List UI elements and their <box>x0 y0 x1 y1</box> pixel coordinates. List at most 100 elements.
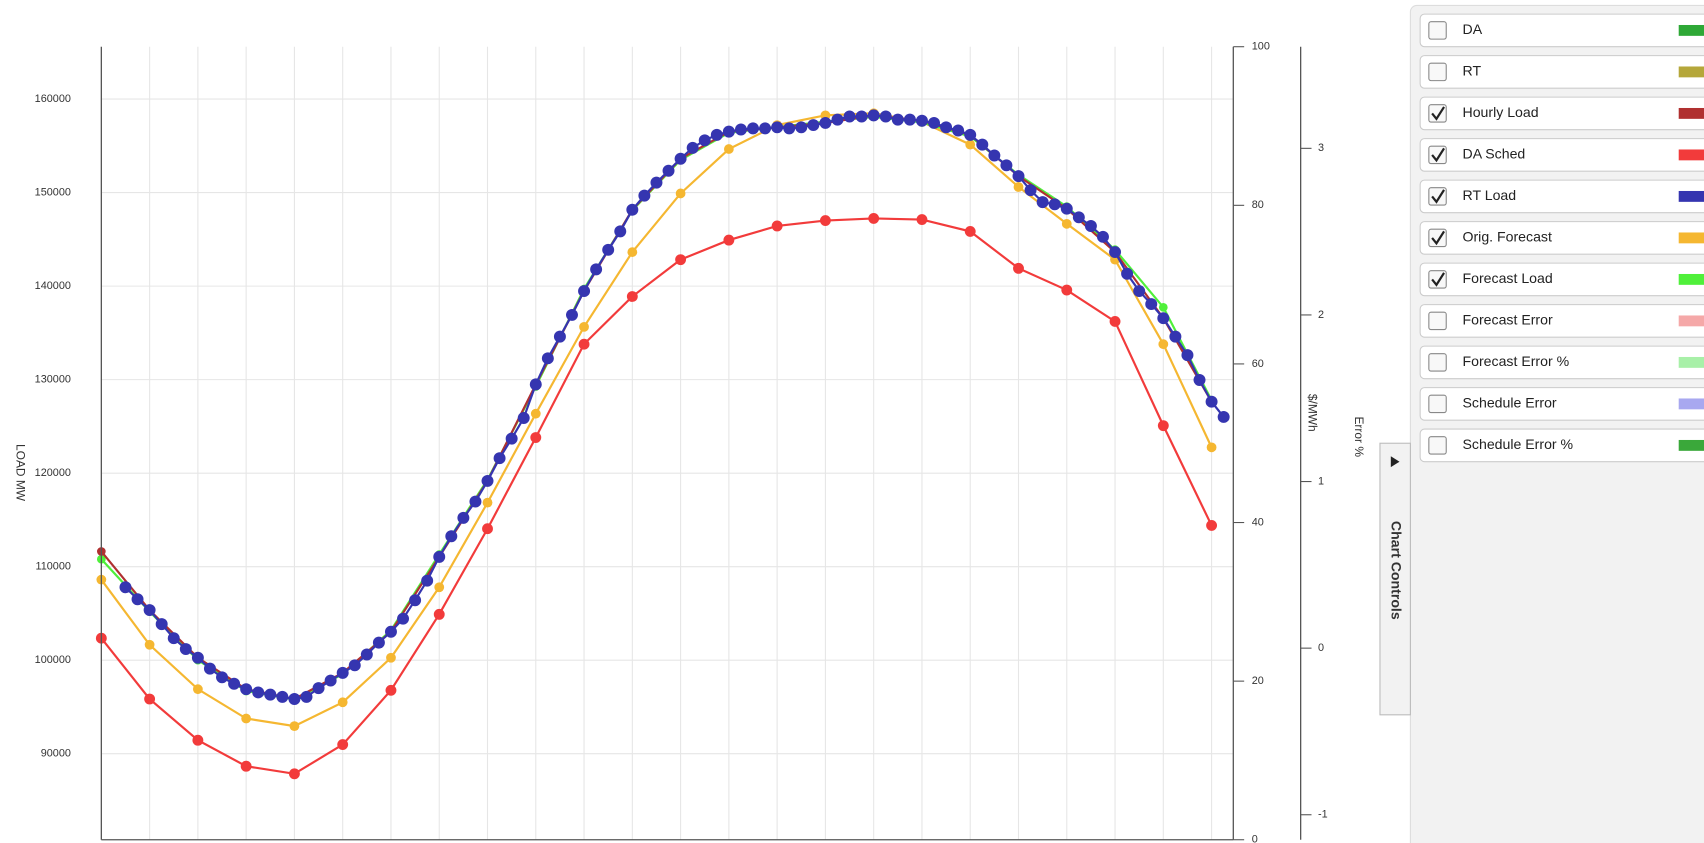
y3-tick-label: 1 <box>1318 475 1324 487</box>
legend-swatch <box>1678 398 1704 410</box>
data-point <box>1096 230 1109 243</box>
plot <box>95 108 1230 780</box>
data-point <box>386 652 396 663</box>
data-point <box>1060 202 1073 215</box>
legend-row[interactable] <box>1419 96 1704 131</box>
data-point <box>1217 410 1230 423</box>
data-point <box>457 511 470 524</box>
legend-label[interactable]: DA Sched <box>1463 146 1526 162</box>
checkbox[interactable] <box>1428 62 1447 82</box>
data-point <box>626 203 639 216</box>
data-point <box>1012 170 1025 183</box>
data-point <box>674 152 687 165</box>
data-point <box>940 121 953 134</box>
data-point <box>1036 196 1049 209</box>
y3-tick-label: 0 <box>1318 642 1324 654</box>
checkbox[interactable] <box>1428 311 1447 331</box>
legend-row[interactable] <box>1419 387 1704 421</box>
legend-label[interactable]: Schedule Error % <box>1463 436 1574 452</box>
checkmark[interactable] <box>1431 106 1445 121</box>
legend-label[interactable]: RT Load <box>1463 187 1517 203</box>
legend-row[interactable] <box>1419 221 1704 255</box>
tab-arrow[interactable] <box>1390 456 1400 468</box>
legend-row[interactable] <box>1419 138 1704 172</box>
checkmark[interactable] <box>1431 147 1445 163</box>
legend-row[interactable] <box>1419 13 1704 48</box>
legend-label[interactable]: Forecast Error % <box>1463 353 1570 369</box>
legend-label[interactable]: Hourly Load <box>1463 104 1539 120</box>
data-point <box>867 109 880 122</box>
data-point <box>144 693 156 705</box>
tab-label[interactable]: Chart Controls <box>1388 521 1404 620</box>
legend-row[interactable] <box>1419 428 1704 463</box>
legend-row[interactable] <box>1419 345 1704 380</box>
legend-label[interactable]: Orig. Forecast <box>1463 229 1552 245</box>
data-point <box>1072 211 1085 224</box>
data-point <box>421 574 434 587</box>
checkmark[interactable] <box>1431 189 1445 204</box>
y-tick-label: 160000 <box>35 93 71 105</box>
data-point <box>337 739 349 750</box>
legend-row[interactable] <box>1419 55 1704 89</box>
y-axis-label: LOAD MW <box>14 444 28 502</box>
data-point <box>216 671 228 684</box>
panel-tab[interactable] <box>1379 442 1411 716</box>
axes: 9000010000011000012000013000014000015000… <box>35 41 1328 843</box>
y3-tick-label: 3 <box>1318 142 1324 154</box>
data-point <box>602 243 615 256</box>
data-point <box>143 604 156 617</box>
data-point <box>1109 246 1122 259</box>
data-point <box>879 110 892 123</box>
checkbox[interactable] <box>1428 353 1447 372</box>
checkmark[interactable] <box>1431 272 1445 287</box>
checkmark[interactable] <box>1431 230 1445 246</box>
checkbox[interactable] <box>1428 394 1447 414</box>
data-point <box>928 116 940 129</box>
legend-row[interactable] <box>1419 304 1704 338</box>
data-point <box>1205 395 1218 408</box>
legend-label[interactable]: Forecast Load <box>1463 270 1553 286</box>
checkbox[interactable] <box>1428 436 1447 455</box>
data-point <box>131 593 144 606</box>
legend-swatch <box>1678 24 1704 36</box>
legend-label[interactable]: RT <box>1463 63 1482 79</box>
data-point <box>1193 374 1206 386</box>
data-point <box>228 677 241 690</box>
legend-label[interactable]: DA <box>1463 21 1483 37</box>
legend-swatch <box>1678 356 1704 368</box>
y3-tick-label: 2 <box>1318 309 1324 321</box>
data-point <box>481 474 494 487</box>
legend: DA RT Hourly Load DA Sched RT Load Orig. Fore… <box>1419 13 1704 463</box>
data-point <box>445 530 458 543</box>
legend-label[interactable]: Schedule Error <box>1463 395 1557 411</box>
data-point <box>710 128 723 141</box>
data-point <box>819 215 831 226</box>
data-point <box>553 330 566 343</box>
data-point <box>385 684 397 696</box>
legend-swatch <box>1678 439 1704 451</box>
data-point <box>289 721 300 732</box>
checkbox[interactable] <box>1428 21 1447 40</box>
data-point <box>434 582 445 593</box>
data-point <box>891 113 904 126</box>
data-point <box>1206 442 1217 453</box>
data-point <box>529 378 542 391</box>
legend-swatch <box>1678 66 1704 78</box>
legend-row[interactable] <box>1419 262 1704 297</box>
data-point <box>843 110 856 123</box>
data-point <box>1181 349 1194 362</box>
data-point <box>1158 303 1168 312</box>
data-point <box>191 651 204 664</box>
legend-row[interactable] <box>1419 179 1704 214</box>
y2-tick-label: 80 <box>1252 199 1264 211</box>
data-point <box>1013 262 1024 274</box>
data-point <box>722 125 735 138</box>
data-point <box>578 338 590 350</box>
data-point <box>686 141 699 154</box>
y-tick-label: 120000 <box>35 467 71 479</box>
data-point <box>566 308 578 321</box>
data-point <box>433 608 445 620</box>
data-point <box>505 432 518 445</box>
data-point <box>650 176 663 189</box>
legend-label[interactable]: Forecast Error <box>1463 312 1553 328</box>
